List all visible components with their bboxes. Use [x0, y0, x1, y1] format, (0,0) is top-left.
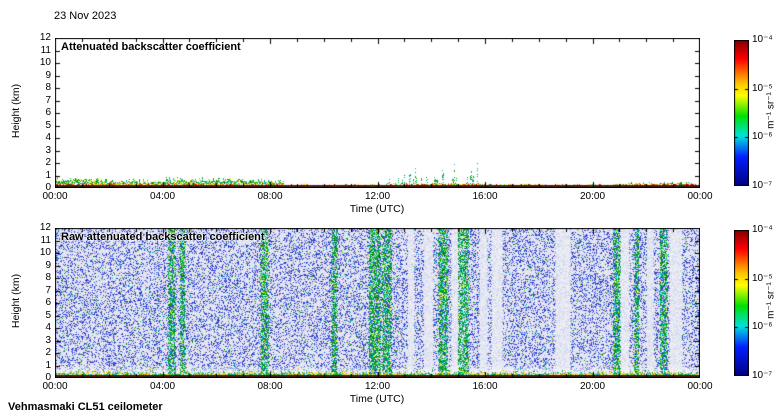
tick-label: 20:00	[579, 381, 606, 392]
tick-label: 4	[45, 322, 51, 333]
tick-label: 20:00	[579, 191, 606, 202]
tick-label: 00:00	[42, 381, 68, 392]
tick-label: 1	[45, 169, 51, 181]
tick-label: 10⁻⁵	[752, 272, 773, 284]
tick-label: 5	[45, 119, 51, 131]
tick-label: 10⁻⁴	[752, 34, 773, 45]
tick-label: 10⁻⁷	[752, 180, 773, 191]
tick-label: 00:00	[687, 191, 713, 202]
tick-label: 10⁻⁷	[752, 370, 773, 381]
attenuated-backscatter-heatmap	[55, 38, 700, 188]
tick-label: 4	[45, 132, 51, 143]
tick-label: 2	[45, 347, 51, 358]
tick-label: 10	[39, 57, 51, 68]
tick-label: 11	[40, 44, 51, 56]
tick-label: 6	[45, 107, 51, 118]
tick-label: 12:00	[364, 381, 391, 392]
tick-label: 7	[45, 284, 51, 296]
tick-label: 0	[45, 372, 51, 383]
panel2-colorbar	[734, 230, 749, 376]
tick-label: 10	[39, 247, 51, 258]
tick-label: 12	[39, 32, 51, 43]
panel2-y-axis-label: Height (km)	[10, 273, 22, 329]
tick-label: 8	[45, 82, 51, 93]
tick-label: 7	[45, 94, 51, 106]
tick-label: 0	[45, 182, 51, 193]
panel1-colorbar	[734, 40, 749, 186]
panel2-x-axis-label: Time (UTC)	[349, 393, 405, 405]
panel1-x-axis-label: Time (UTC)	[349, 203, 405, 215]
tick-label: 00:00	[687, 381, 713, 392]
panel2-colorbar-unit: m⁻¹ sr⁻¹	[765, 282, 777, 319]
tick-label: 6	[45, 297, 51, 308]
tick-label: 12	[39, 222, 51, 233]
tick-label: 12:00	[364, 191, 391, 202]
tick-label: 10⁻⁴	[752, 224, 773, 235]
tick-label: 1	[45, 359, 51, 371]
tick-label: 8	[45, 272, 51, 283]
tick-label: 00:00	[42, 191, 68, 202]
tick-label: 10⁻⁵	[752, 82, 773, 94]
instrument-label: Vehmasmaki CL51 ceilometer	[8, 401, 163, 413]
tick-label: 04:00	[149, 191, 176, 202]
raw-attenuated-backscatter-heatmap	[55, 228, 700, 378]
tick-label: 9	[45, 69, 51, 81]
panel1-title: Attenuated backscatter coefficient	[61, 41, 241, 53]
tick-label: 5	[45, 309, 51, 321]
tick-label: 10⁻⁶	[752, 131, 773, 143]
date-label: 23 Nov 2023	[54, 10, 117, 22]
tick-label: 16:00	[472, 191, 498, 202]
tick-label: 11	[40, 234, 51, 246]
tick-label: 9	[45, 259, 51, 271]
tick-label: 2	[45, 157, 51, 168]
tick-label: 10⁻⁶	[752, 321, 773, 333]
panel1-y-axis-label: Height (km)	[10, 83, 22, 139]
tick-label: 3	[45, 334, 51, 346]
tick-label: 16:00	[472, 381, 498, 392]
panel2-title: Raw attenuated backscatter coefficient	[61, 231, 265, 243]
tick-label: 3	[45, 144, 51, 156]
panel1-colorbar-unit: m⁻¹ sr⁻¹	[765, 92, 777, 129]
tick-label: 04:00	[149, 381, 176, 392]
tick-label: 08:00	[257, 191, 283, 202]
tick-label: 08:00	[257, 381, 283, 392]
